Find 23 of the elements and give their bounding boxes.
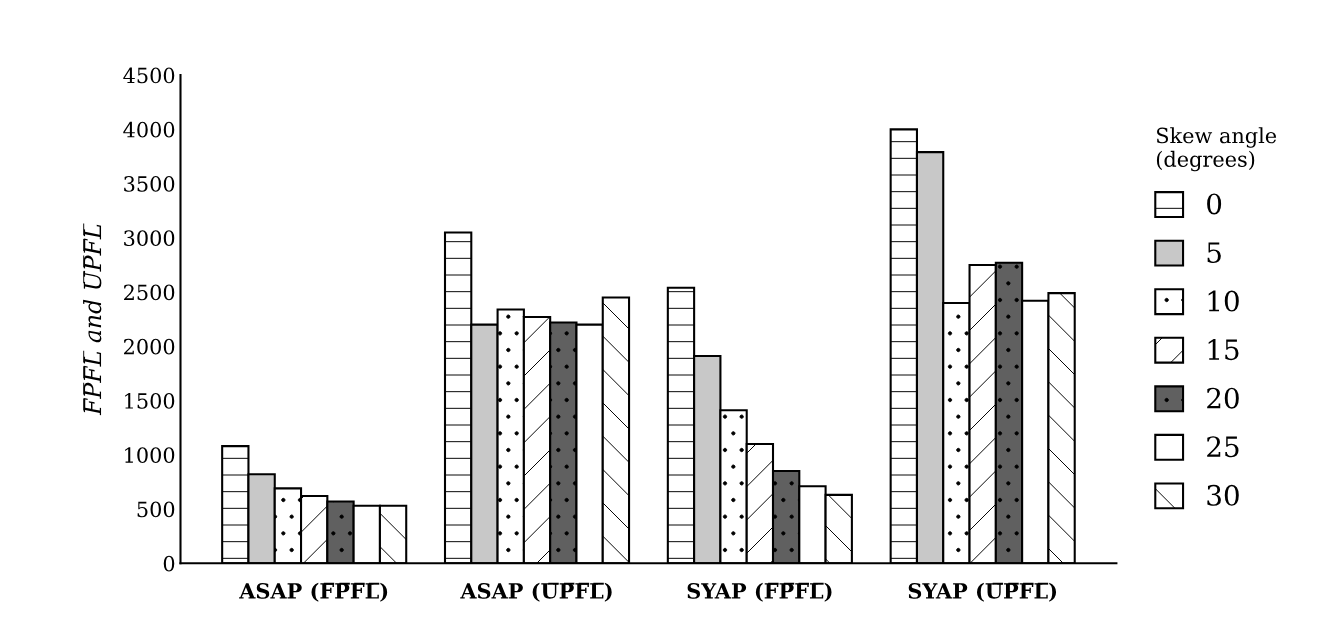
y-axis-title: F̅P̅F̅L̅ and U̅P̅F̅L̅ <box>83 223 102 416</box>
legend-label: 10 <box>1208 290 1239 312</box>
legend-label: 25 <box>1207 436 1239 458</box>
y-tick-label: 2500 <box>124 284 175 301</box>
legend-title: Skew angle (degrees) <box>1156 127 1277 172</box>
y-tick-label: 500 <box>137 501 175 518</box>
y-tick-label: 1000 <box>125 447 175 463</box>
y-tick-label: 2000 <box>124 338 175 355</box>
legend-label: 5 <box>1207 242 1221 264</box>
x-tick-label: SYAP (U̅P̅F̅L̅) <box>908 582 1057 602</box>
y-tick-label: 0 <box>163 555 175 572</box>
x-tick-label: SYAP (F̅P̅F̅L̅) <box>687 582 832 602</box>
x-tick-label: ASAP (U̅P̅F̅L̅) <box>460 582 612 602</box>
legend-label: 20 <box>1207 387 1239 409</box>
y-tick-label: 4500 <box>123 67 175 84</box>
legend-label: 30 <box>1207 484 1239 506</box>
legend-label: 15 <box>1208 339 1239 361</box>
y-tick-label: 1500 <box>125 393 175 409</box>
y-tick-label: 4000 <box>123 121 175 138</box>
y-tick-label: 3000 <box>124 230 175 247</box>
x-tick-label: ASAP (F̅P̅F̅L̅) <box>239 582 388 602</box>
y-tick-label: 3500 <box>124 176 175 192</box>
legend-label: 0 <box>1207 193 1222 215</box>
